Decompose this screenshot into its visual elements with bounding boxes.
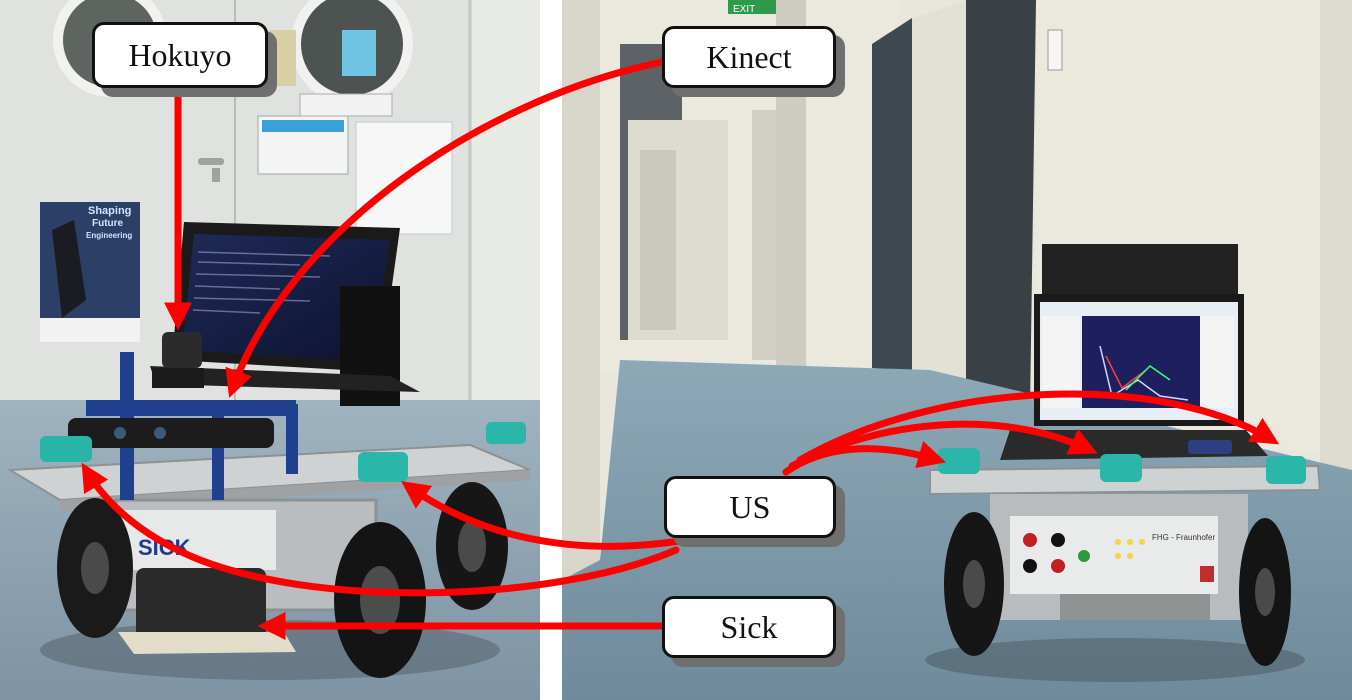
kinect-sensor [68,418,274,448]
right-robot: FHG - Fraunhofer [929,448,1322,666]
kinect-label: Kinect [662,26,836,88]
us-sensor-mid [358,452,408,482]
hokuyo-label: Hokuyo [92,22,268,88]
right-photo: EXIT [562,0,1352,700]
right-laptop [1000,244,1268,460]
arrow-us-left-mid [401,481,690,550]
us-label-text: US [729,488,771,525]
svg-text:EXIT: EXIT [733,4,755,15]
us-sensor-r3 [1266,456,1306,484]
dark-door [872,18,912,372]
left-robot: SICK [6,332,531,678]
control-panel [1010,516,1218,594]
us-sensor-back [486,422,526,444]
sick-label-text: Sick [720,608,778,645]
kinect-label-text: Kinect [706,38,792,75]
svg-text:Shaping: Shaping [88,205,131,217]
door-handle [198,158,224,165]
photo-divider [540,0,562,700]
sick-label: Sick [662,596,836,658]
arrow-kinect [225,58,666,398]
us-sensor-r1 [938,448,980,474]
us-sensor-r2 [1100,454,1142,482]
us-sensor-left [40,436,92,462]
arrow-us-left-front [81,462,680,597]
hokuyo-label-text: Hokuyo [128,36,232,73]
hokuyo-sensor [162,332,202,368]
svg-text:Engineering: Engineering [86,231,132,240]
dark-door-near [966,0,1036,410]
svg-text:Future: Future [92,218,124,229]
blue-frame-top [86,400,296,416]
us-label: US [664,476,836,538]
svg-text:FHG - Fraunhofer: FHG - Fraunhofer [1152,533,1215,542]
arrow-us-r3 [796,390,1280,464]
arrow-us-r2 [788,420,1098,470]
annotation-arrows [81,58,1280,640]
engineering-poster: Shaping Future Engineering [40,202,140,342]
